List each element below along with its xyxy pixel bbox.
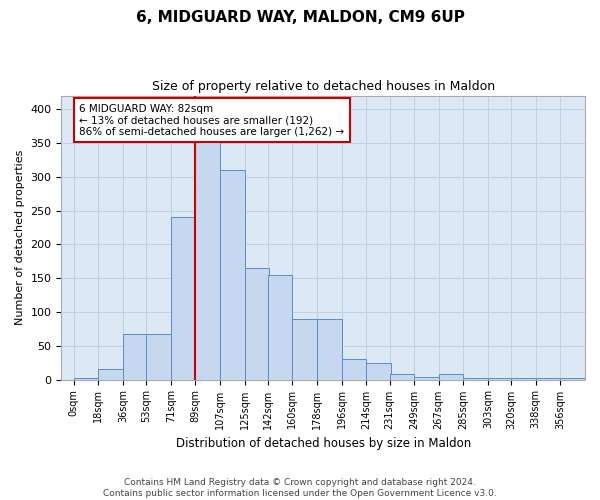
Bar — [511, 378, 536, 380]
Bar — [488, 378, 512, 380]
Bar — [268, 275, 292, 380]
Bar — [366, 362, 391, 380]
Bar — [463, 378, 488, 380]
Text: Contains HM Land Registry data © Crown copyright and database right 2024.
Contai: Contains HM Land Registry data © Crown c… — [103, 478, 497, 498]
Bar — [389, 374, 414, 380]
Text: 6 MIDGUARD WAY: 82sqm
← 13% of detached houses are smaller (192)
86% of semi-det: 6 MIDGUARD WAY: 82sqm ← 13% of detached … — [79, 104, 344, 137]
Bar — [341, 360, 366, 380]
Bar — [171, 218, 196, 380]
Bar — [146, 334, 171, 380]
Bar — [414, 377, 439, 380]
Text: 6, MIDGUARD WAY, MALDON, CM9 6UP: 6, MIDGUARD WAY, MALDON, CM9 6UP — [136, 10, 464, 25]
Title: Size of property relative to detached houses in Maldon: Size of property relative to detached ho… — [152, 80, 495, 93]
Bar — [317, 318, 341, 380]
Bar — [196, 126, 220, 380]
X-axis label: Distribution of detached houses by size in Maldon: Distribution of detached houses by size … — [176, 437, 471, 450]
Bar — [98, 370, 123, 380]
Bar — [560, 378, 585, 380]
Y-axis label: Number of detached properties: Number of detached properties — [15, 150, 25, 325]
Bar — [245, 268, 269, 380]
Bar — [439, 374, 463, 380]
Bar — [123, 334, 148, 380]
Bar — [292, 318, 317, 380]
Bar — [536, 378, 560, 380]
Bar — [220, 170, 245, 380]
Bar — [74, 378, 98, 380]
